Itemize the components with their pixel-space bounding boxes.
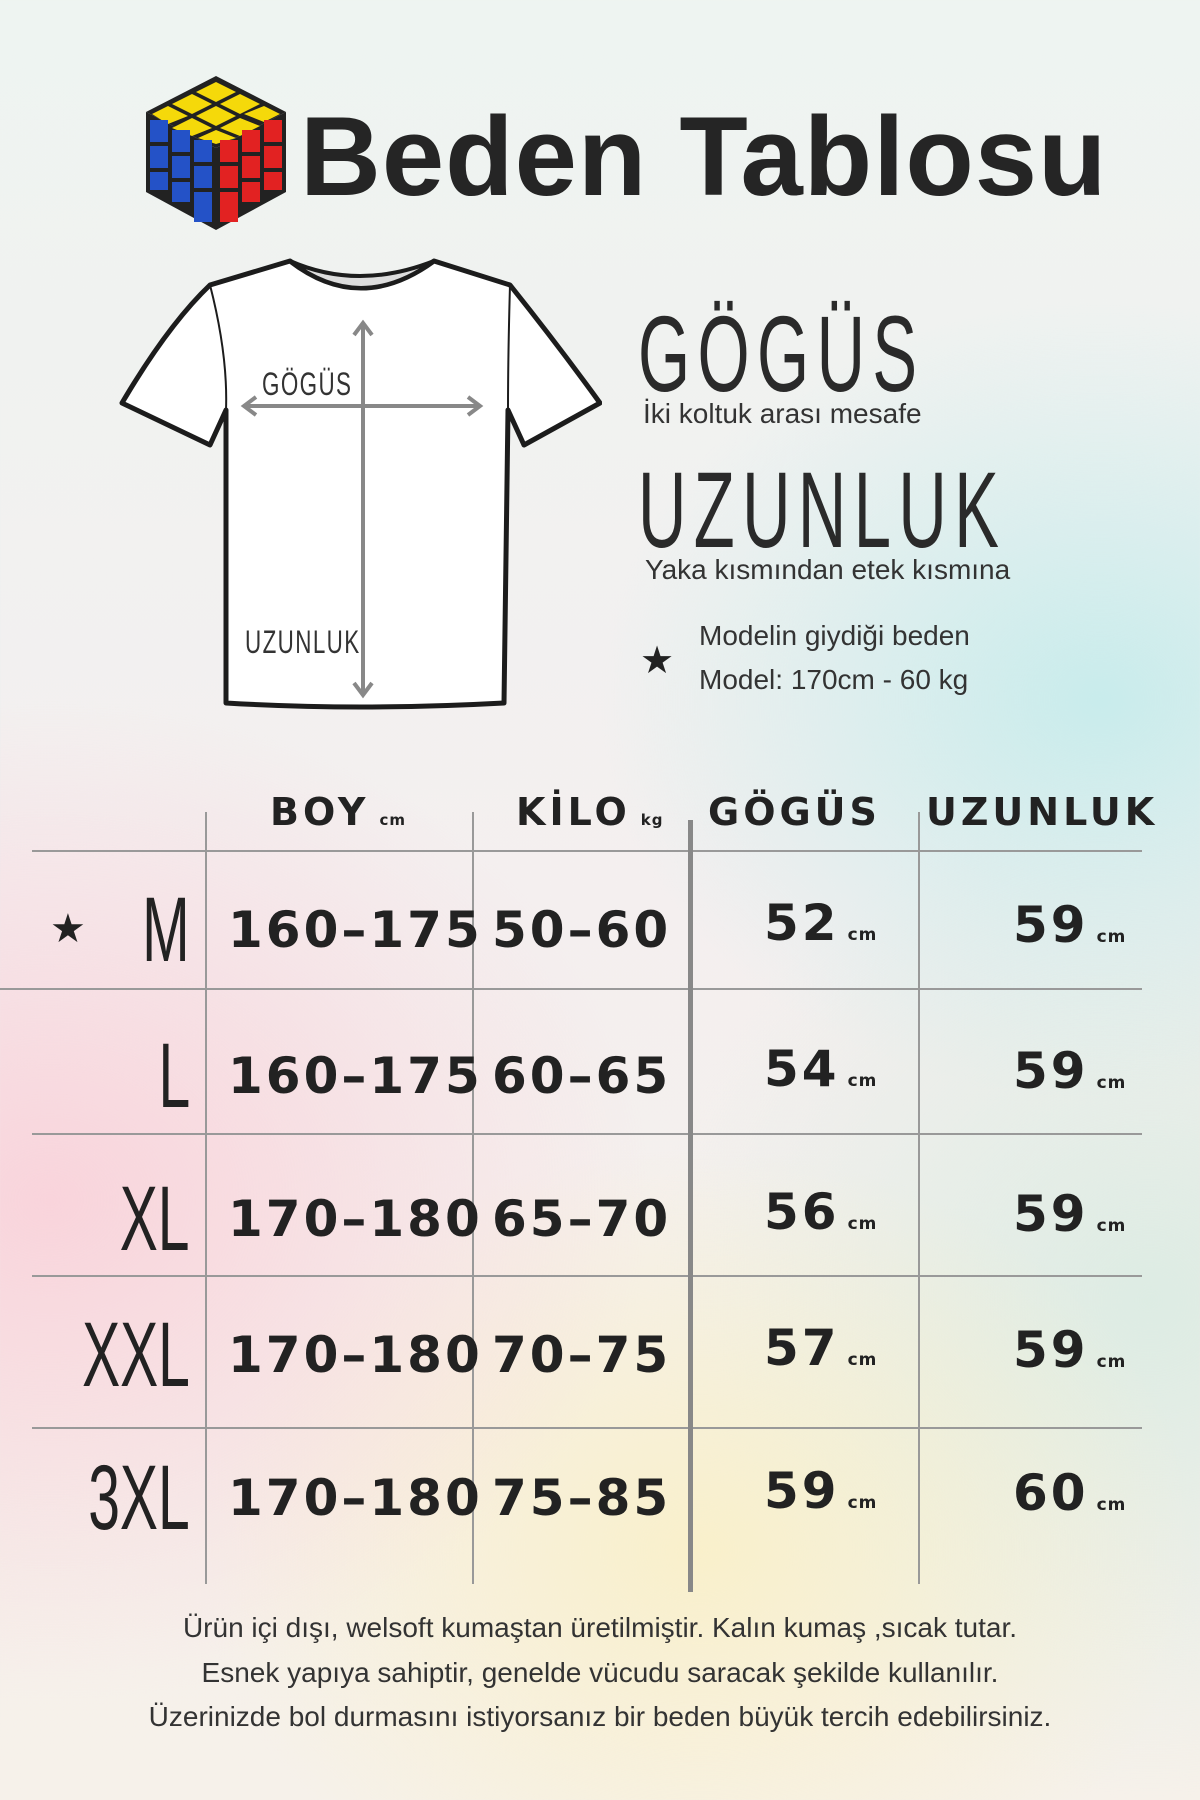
gogus-value: 54 cm (764, 1040, 878, 1098)
kilo-range: 75–85 (492, 1469, 672, 1527)
chest-description: İki koltuk arası mesafe (643, 398, 922, 429)
uzunluk-value: 59 cm (1013, 1185, 1127, 1243)
boy-range: 170–180 (228, 1326, 483, 1384)
divider (205, 812, 207, 1584)
page-title: Beden Tablosu (300, 94, 1108, 219)
uzunluk-value: 59 cm (1013, 1321, 1127, 1379)
size-label: 3XL (88, 1447, 190, 1549)
gogus-value: 56 cm (764, 1183, 878, 1241)
header-boy: BOY cm (270, 790, 406, 834)
divider (688, 820, 693, 1592)
diagram-length-label: UZUNLUK (245, 624, 361, 660)
gogus-value: 59 cm (764, 1462, 878, 1520)
boy-range: 160–175 (228, 901, 483, 959)
star-icon: ★ (50, 906, 86, 952)
divider (918, 812, 920, 1584)
tshirt-diagram (119, 258, 602, 710)
boy-range: 170–180 (228, 1190, 483, 1248)
footer-line-1: Ürün içi dışı, welsoft kumaştan üretilmi… (182, 1612, 1018, 1643)
divider (32, 1133, 1142, 1135)
kilo-range: 60–65 (492, 1047, 672, 1105)
uzunluk-value: 60 cm (1013, 1464, 1127, 1522)
size-label: XL (120, 1168, 190, 1270)
uzunluk-value: 59 cm (1013, 896, 1127, 954)
uzunluk-value: 59 cm (1013, 1042, 1127, 1100)
size-label: XXL (82, 1304, 190, 1406)
boy-range: 160–175 (228, 1047, 483, 1105)
divider (32, 850, 1142, 852)
kilo-range: 50–60 (492, 901, 672, 959)
divider (472, 812, 474, 1584)
header-gogus: GÖGÜS (708, 790, 881, 834)
divider (32, 1275, 1142, 1277)
length-title: UZUNLUK (638, 449, 1007, 570)
header-uzunluk: UZUNLUK (926, 790, 1159, 834)
kilo-range: 70–75 (492, 1326, 672, 1384)
kilo-range: 65–70 (492, 1190, 672, 1248)
model-size-note: Modelin giydiği beden (699, 620, 970, 651)
gogus-value: 52 cm (764, 894, 878, 952)
size-label: L (158, 1025, 190, 1127)
header-kilo: KİLO kg (516, 790, 664, 834)
divider (0, 988, 1142, 990)
gogus-value: 57 cm (764, 1319, 878, 1377)
length-description: Yaka kısmından etek kısmına (645, 554, 1011, 585)
diagram-chest-label: GÖGÜS (262, 366, 353, 402)
size-label: M (142, 879, 190, 981)
chest-title: GÖGÜS (638, 293, 925, 414)
boy-range: 170–180 (228, 1469, 483, 1527)
model-measurements: Model: 170cm - 60 kg (699, 664, 969, 695)
footer-line-3: Üzerinizde bol durmasını istiyorsanız bi… (148, 1701, 1052, 1732)
divider (32, 1427, 1142, 1429)
star-icon: ★ (640, 638, 675, 682)
footer-line-2: Esnek yapıya sahiptir, genelde vücudu sa… (201, 1657, 999, 1688)
rubiks-cube-logo (146, 76, 286, 230)
